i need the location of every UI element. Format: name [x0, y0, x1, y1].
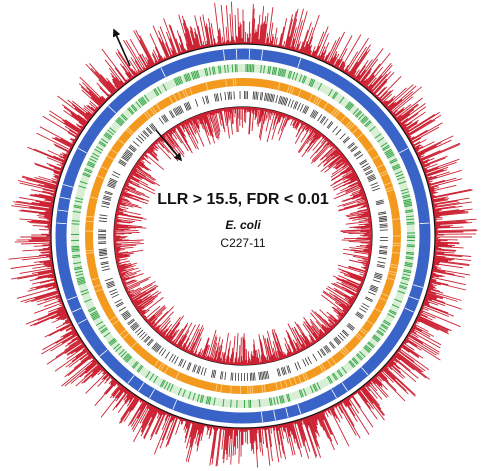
outer-boundary: [50, 43, 436, 429]
inner-llr-spikes: [113, 106, 373, 366]
organism-label: E. coli: [225, 218, 261, 232]
orange-ring-ticks: [85, 78, 401, 395]
arrow: [112, 28, 131, 67]
outer-llr-spikes: [8, 1, 478, 468]
strain-label: C227-11: [220, 236, 265, 250]
black-ring-ticks: [97, 90, 389, 382]
rings: [8, 1, 478, 468]
blue-ring: [55, 48, 431, 424]
plot-title: LLR > 15.5, FDR < 0.01: [157, 191, 329, 208]
blue-ring-gaps: [56, 49, 430, 423]
arrow: [155, 129, 183, 162]
green-ring-ticks: [71, 63, 416, 408]
